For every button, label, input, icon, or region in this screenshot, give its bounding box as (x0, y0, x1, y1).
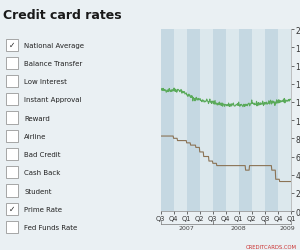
Bar (252, 30, 265, 211)
Bar (278, 30, 291, 211)
Bar (6, 185, 18, 197)
Bar (160, 30, 174, 211)
Text: Credit card rates: Credit card rates (3, 9, 122, 22)
Bar (6, 58, 18, 70)
Bar (6, 203, 18, 215)
Text: 2008: 2008 (231, 225, 247, 230)
Bar (6, 39, 18, 52)
Text: Low Interest: Low Interest (24, 79, 67, 85)
Text: Cash Back: Cash Back (24, 170, 61, 175)
Text: Bad Credit: Bad Credit (24, 152, 61, 158)
Text: Prime Rate: Prime Rate (24, 206, 62, 212)
Bar (239, 30, 252, 211)
Text: ✓: ✓ (9, 204, 15, 214)
Bar (6, 166, 18, 179)
Bar (187, 30, 200, 211)
Bar (6, 130, 18, 142)
Text: Airline: Airline (24, 133, 46, 139)
Text: CREDITCARDS.COM: CREDITCARDS.COM (246, 244, 297, 249)
Text: Student: Student (24, 188, 52, 194)
Bar (6, 94, 18, 106)
Text: National Average: National Average (24, 42, 84, 48)
Text: Fed Funds Rate: Fed Funds Rate (24, 224, 77, 230)
Bar (6, 221, 18, 233)
Bar (265, 30, 278, 211)
Bar (6, 148, 18, 160)
Text: Instant Approval: Instant Approval (24, 97, 82, 103)
Bar (226, 30, 239, 211)
Bar (174, 30, 187, 211)
Text: 2009: 2009 (279, 225, 295, 230)
Text: Reward: Reward (24, 115, 50, 121)
Bar (6, 76, 18, 88)
Text: Balance Transfer: Balance Transfer (24, 60, 82, 66)
Bar (200, 30, 213, 211)
Bar (213, 30, 226, 211)
Text: 2007: 2007 (179, 225, 194, 230)
Bar (6, 112, 18, 124)
Text: ✓: ✓ (9, 41, 15, 50)
